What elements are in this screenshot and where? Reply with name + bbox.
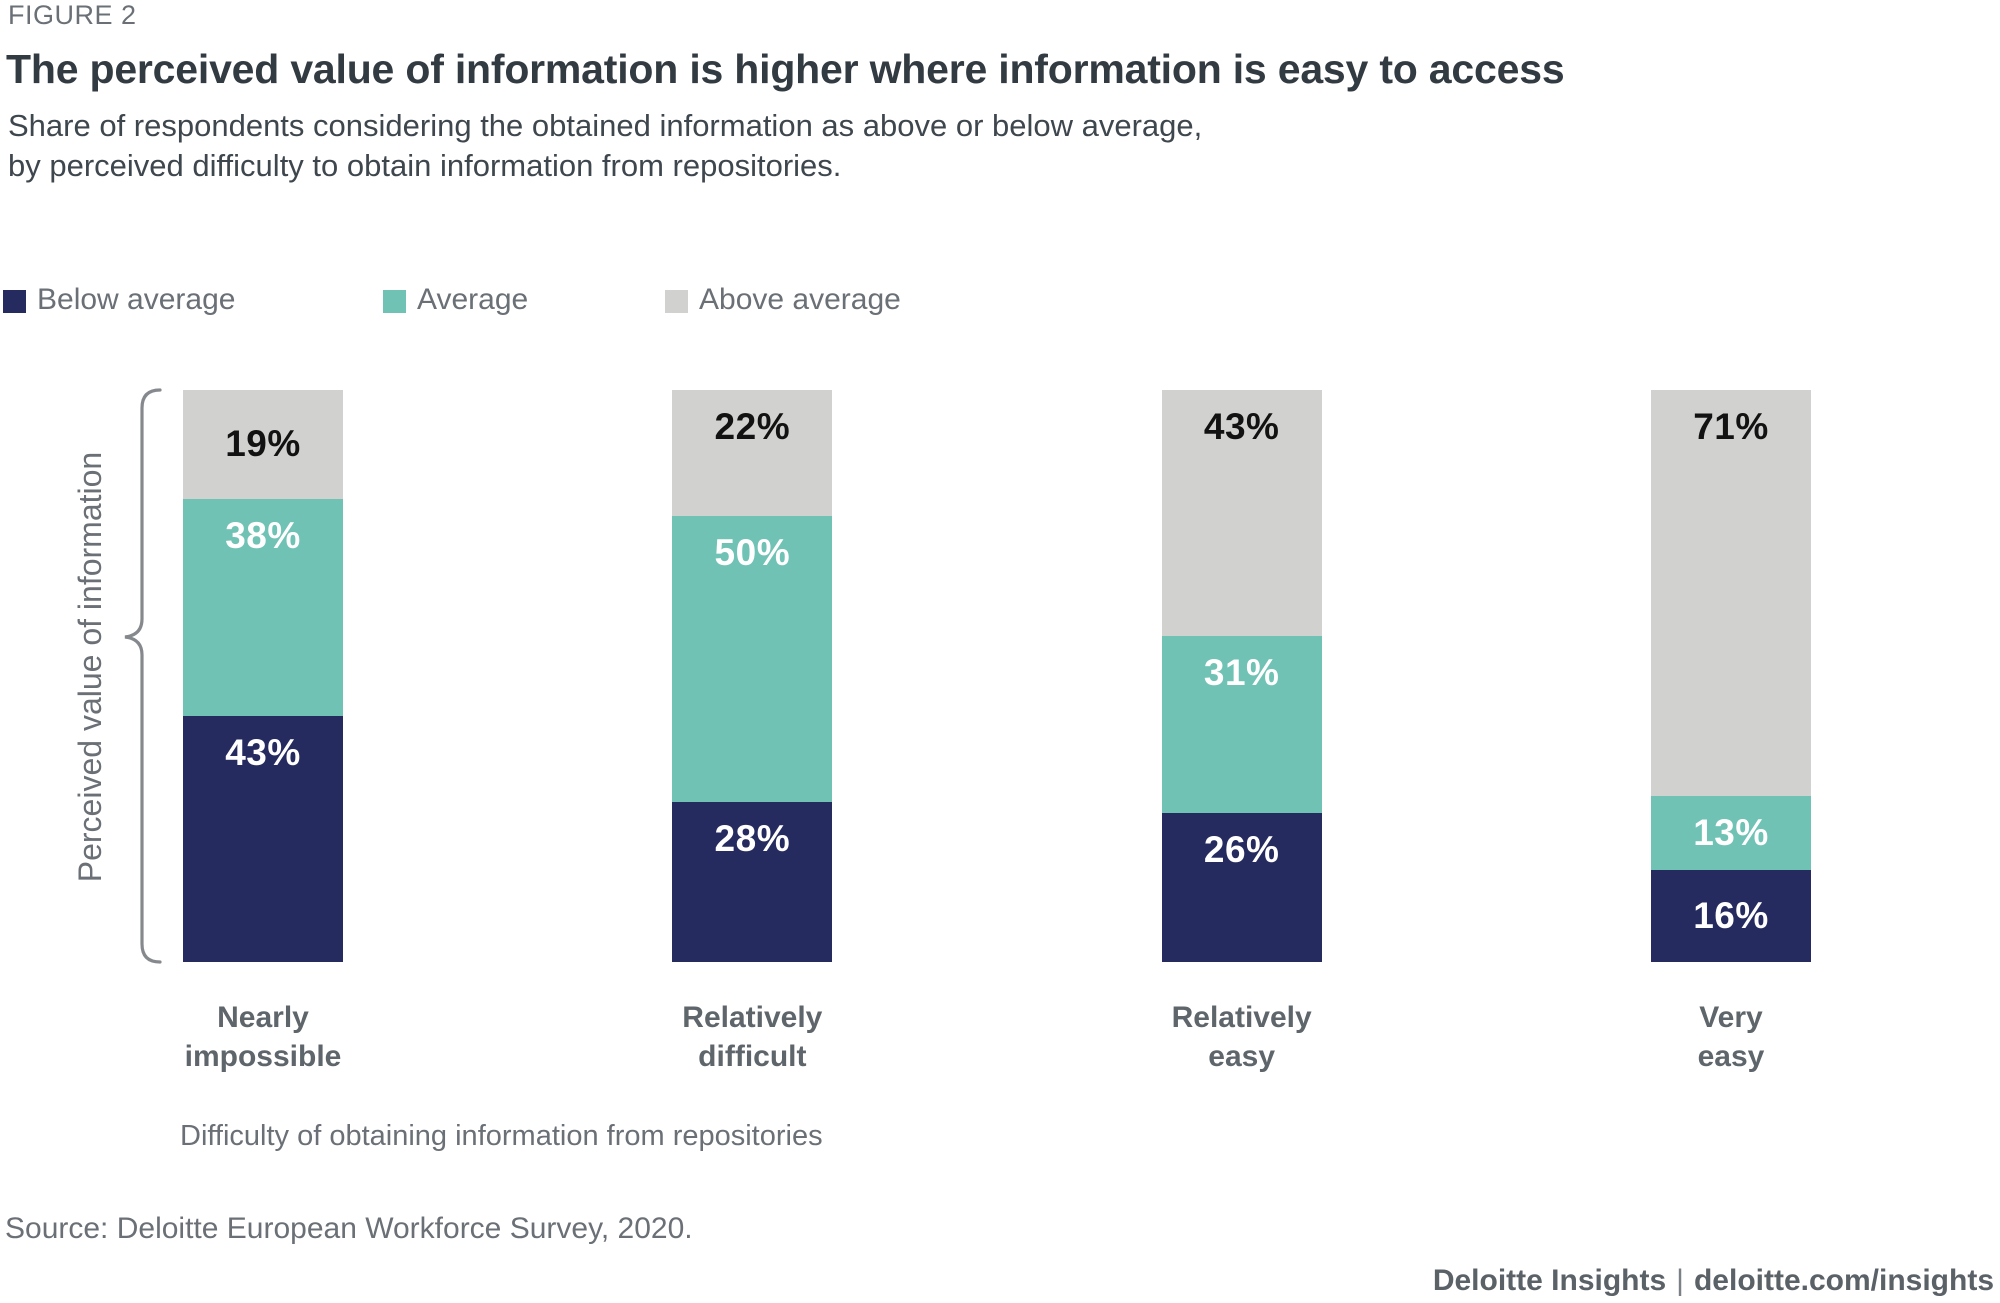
segment-below-average: 28% — [672, 801, 833, 962]
segment-average: 38% — [183, 498, 343, 717]
y-axis-brace — [124, 388, 162, 964]
value-label: 50% — [714, 531, 791, 573]
chart-subtitle-line1: Share of respondents considering the obt… — [8, 108, 1203, 143]
stacked-bar: 71% 13% 16% — [1650, 390, 1811, 962]
value-label: 71% — [1693, 406, 1769, 447]
value-label: 28% — [714, 817, 791, 859]
legend-item-average: Average — [383, 283, 528, 317]
bar-group: 19% 38% 43% Nearly impossible — [183, 390, 343, 1073]
legend-swatch-icon — [3, 289, 26, 313]
segment-above-average: 19% — [183, 390, 343, 499]
value-label: 16% — [1693, 895, 1769, 937]
category-label: Relatively difficult — [682, 1001, 823, 1073]
bar-group: 22% 50% 28% Relatively difficult — [672, 390, 833, 1073]
legend-swatch-icon — [665, 289, 688, 313]
category-label: Very easy — [1697, 1001, 1765, 1073]
source-note: Source: Deloitte European Workforce Surv… — [5, 1212, 693, 1245]
segment-above-average: 71% — [1650, 390, 1811, 797]
stacked-bar: 19% 38% 43% — [183, 390, 343, 962]
footer-url: deloitte.com/insights — [1693, 1264, 1994, 1297]
segment-average: 50% — [672, 515, 833, 802]
stacked-bar: 22% 50% 28% — [672, 390, 833, 962]
value-label: 22% — [714, 406, 791, 447]
segment-below-average: 26% — [1161, 813, 1322, 962]
legend-item-above-average: Above average — [665, 283, 901, 317]
segment-below-average: 43% — [183, 716, 343, 962]
y-axis-label: Perceived value of information — [72, 451, 108, 883]
x-axis-label: Difficulty of obtaining information from… — [180, 1120, 823, 1152]
segment-above-average: 22% — [672, 390, 833, 516]
value-label: 26% — [1203, 829, 1280, 871]
bar-group: 43% 31% 26% Relatively easy — [1161, 390, 1322, 1073]
value-label: 43% — [225, 732, 301, 774]
chart-subtitle-line2: by perceived difficulty to obtain inform… — [8, 148, 842, 183]
legend: Below average Average Above average — [0, 283, 1200, 323]
legend-label: Average — [417, 283, 529, 316]
value-label: 43% — [1203, 406, 1280, 447]
bar-group: 71% 13% 16% Very easy — [1650, 390, 1811, 1073]
chart-title: The perceived value of information is hi… — [6, 46, 1565, 92]
legend-label: Above average — [699, 283, 901, 316]
value-label: 13% — [1693, 812, 1769, 854]
chart-subtitle: Share of respondents considering the obt… — [8, 106, 1708, 186]
segment-above-average: 43% — [1161, 390, 1322, 636]
category-label: Relatively easy — [1171, 1001, 1312, 1073]
value-label: 38% — [225, 514, 301, 556]
legend-item-below-average: Below average — [3, 283, 235, 317]
chart-area: 19% 38% 43% Nearly impossible 22% 50% 28% Relat… — [183, 390, 1811, 1073]
stacked-bar: 43% 31% 26% — [1161, 390, 1322, 962]
footer-credit: Deloitte Insights | deloitte.com/insights — [1433, 1264, 1994, 1298]
value-label: 31% — [1203, 651, 1280, 693]
footer-brand: Deloitte Insights — [1432, 1264, 1667, 1297]
segment-average: 13% — [1650, 796, 1811, 871]
segment-below-average: 16% — [1650, 870, 1811, 962]
legend-label: Below average — [37, 283, 236, 316]
segment-average: 31% — [1161, 635, 1322, 814]
legend-swatch-icon — [383, 289, 406, 313]
value-label: 19% — [225, 423, 301, 465]
category-label: Nearly impossible — [184, 1001, 342, 1073]
footer-separator: | — [1676, 1264, 1684, 1297]
figure-number: FIGURE 2 — [8, 0, 137, 30]
